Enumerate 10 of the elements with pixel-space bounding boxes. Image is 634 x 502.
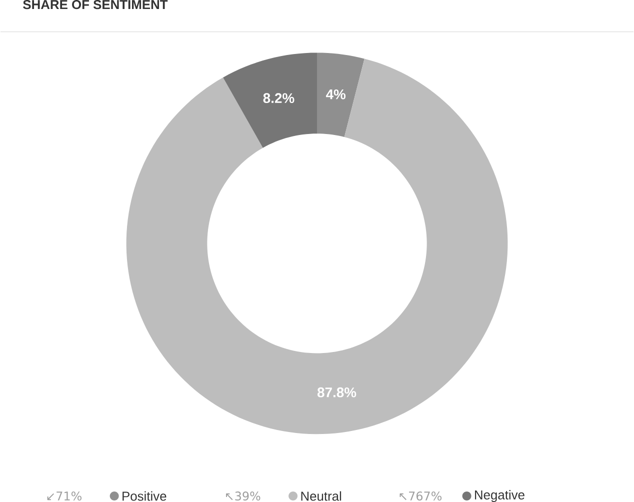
data-label: 8.2% bbox=[263, 93, 294, 104]
legend-label: Positive bbox=[122, 491, 166, 501]
legend-label: Negative bbox=[475, 490, 524, 502]
data-label: 4% bbox=[326, 89, 346, 100]
data-label: 87.8% bbox=[317, 387, 356, 398]
legend-label: Neutral bbox=[301, 491, 342, 501]
text: ↖39% bbox=[226, 491, 260, 501]
text: ↖767% bbox=[400, 491, 442, 501]
text: ↙71% bbox=[47, 491, 82, 501]
chart-title: SHARE OF SENTIMENT bbox=[23, 0, 168, 10]
